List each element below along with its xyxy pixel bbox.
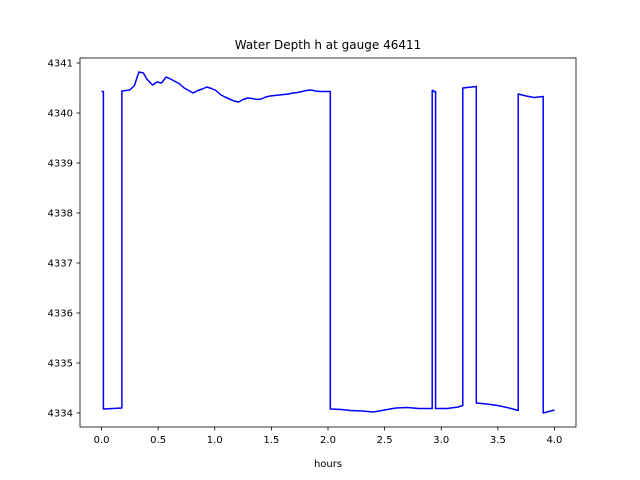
y-tick-label: 4336	[48, 309, 73, 320]
x-tick-label: 3.5	[490, 435, 506, 446]
series-line	[101, 71, 555, 414]
x-tick-label: 2.0	[320, 435, 336, 446]
y-tick-label: 4341	[48, 59, 73, 70]
chart-title: Water Depth h at gauge 46411	[235, 38, 422, 52]
y-tick-label: 4335	[48, 359, 73, 370]
plot-background	[80, 58, 576, 427]
x-tick-label: 1.0	[207, 435, 223, 446]
y-axis-ticks: 4334 4335 4336 4337 4338 4339 4340 4341	[48, 59, 80, 420]
x-tick-label: 2.5	[377, 435, 393, 446]
axes-frame	[79, 57, 577, 428]
y-tick-label: 4334	[48, 409, 73, 420]
x-tick-label: 4.0	[547, 435, 563, 446]
x-tick-label: 0.5	[150, 435, 166, 446]
x-tick-label: 1.5	[263, 435, 279, 446]
y-tick-label: 4338	[48, 209, 73, 220]
y-tick-label: 4337	[48, 259, 73, 270]
y-tick-label: 4340	[48, 109, 73, 120]
x-tick-label: 0.0	[94, 435, 110, 446]
x-axis-label: hours	[314, 459, 342, 470]
x-tick-label: 3.0	[433, 435, 449, 446]
y-tick-label: 4339	[48, 159, 73, 170]
x-axis-ticks: 0.0 0.5 1.0 1.5 2.0 2.5 3.0 3.5 4.0	[94, 427, 563, 446]
plot-area	[80, 58, 576, 427]
